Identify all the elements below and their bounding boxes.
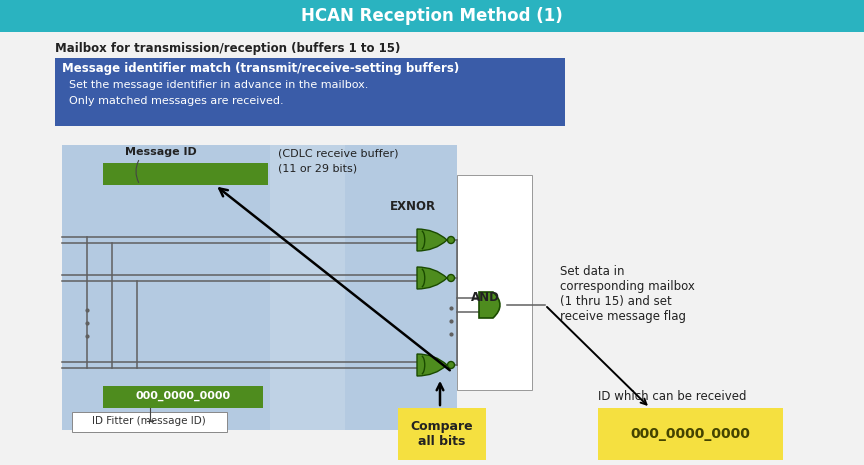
PathPatch shape — [479, 292, 500, 318]
Bar — [55, 58, 565, 126]
Circle shape — [448, 274, 454, 281]
PathPatch shape — [417, 229, 447, 251]
Text: Mailbox for transmission/reception (buffers 1 to 15): Mailbox for transmission/reception (buff… — [55, 42, 400, 55]
Text: Message identifier match (transmit/receive-setting buffers): Message identifier match (transmit/recei… — [62, 62, 460, 75]
Bar — [103, 386, 263, 408]
Bar — [270, 145, 345, 430]
Bar — [0, 0, 864, 32]
Text: Only matched messages are received.: Only matched messages are received. — [62, 96, 283, 106]
PathPatch shape — [417, 354, 447, 376]
Text: Compare
all bits: Compare all bits — [410, 420, 473, 448]
Text: Set the message identifier in advance in the mailbox.: Set the message identifier in advance in… — [62, 80, 368, 90]
Bar — [598, 408, 783, 460]
Text: (CDLC receive buffer): (CDLC receive buffer) — [278, 148, 398, 158]
Text: ID which can be received: ID which can be received — [598, 390, 746, 403]
Circle shape — [448, 237, 454, 244]
Bar — [457, 175, 532, 390]
Text: AND: AND — [471, 291, 500, 304]
Text: Message ID: Message ID — [125, 147, 197, 157]
Text: 000_0000_0000: 000_0000_0000 — [136, 391, 231, 401]
Text: Set data in
corresponding mailbox
(1 thru 15) and set
receive message flag: Set data in corresponding mailbox (1 thr… — [560, 265, 695, 323]
Circle shape — [448, 361, 454, 368]
Text: 000_0000_0000: 000_0000_0000 — [631, 427, 751, 441]
Text: EXNOR: EXNOR — [390, 200, 436, 213]
Text: ID Fitter (message ID): ID Fitter (message ID) — [92, 416, 206, 426]
Bar — [62, 145, 457, 430]
Text: (11 or 29 bits): (11 or 29 bits) — [278, 163, 357, 173]
Text: HCAN Reception Method (1): HCAN Reception Method (1) — [302, 7, 562, 25]
Bar — [103, 163, 268, 185]
Bar — [398, 408, 486, 460]
Bar — [72, 412, 227, 432]
PathPatch shape — [417, 267, 447, 289]
